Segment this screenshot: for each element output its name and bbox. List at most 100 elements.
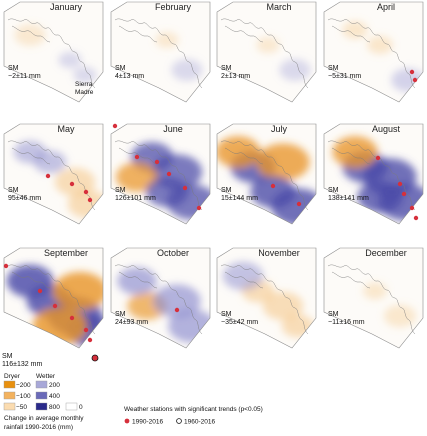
rainfall-blob [342,21,368,39]
station-recent-marker [112,123,118,129]
station-recent-marker [45,173,51,179]
region-outline [216,1,317,103]
legend-value-wet-400: 400 [49,393,60,400]
station-recent-marker [37,288,43,294]
sm-label: SM [115,65,126,72]
station-long-marker [91,354,99,362]
station-recent-marker [401,191,407,197]
station-recent-marker [154,159,160,165]
month-title: August [372,124,401,134]
month-title: May [57,124,75,134]
sierra-madre-outline [7,140,96,211]
rainfall-blob [52,271,103,311]
rainfall-blob [168,309,210,343]
region-outline [3,1,104,103]
sierra-madre-outline [114,140,203,211]
stations-legend-title: Weather stations with significant trends… [124,406,263,413]
rainfall-blob [117,267,157,295]
coastline-outline [224,147,264,165]
place-label: Madre [75,89,94,96]
sm-label: SM [328,187,339,194]
coastline-outline [224,25,264,43]
month-title: November [258,248,300,258]
sierra-madre-outline [220,264,309,335]
legend-caption-line2: rainfall 1990-2016 (mm) [4,424,73,431]
region-outline [3,247,104,349]
coastline-outline [224,271,264,289]
region-outline [110,1,211,103]
legend-wetter-label: Wetter [36,373,56,380]
sierra-madre-outline [220,18,309,89]
sm-value: −11±16 mm [328,319,365,326]
sm-label: SM [221,311,232,318]
rainfall-field [115,142,210,220]
rainfall-field [217,136,316,224]
legend-dryer-label: Dryer [4,373,21,380]
station-recent-marker [52,303,58,309]
map-panel-february: February SM4±13 mm [110,1,211,103]
rainfall-blob [145,177,189,207]
rainfall-blob [332,136,378,168]
station-recent-marker [69,315,75,321]
legend-caption-line1: Change in average monthly [4,415,84,422]
rainfall-blob [155,31,179,49]
coastline-outline [118,25,158,43]
rainfall-blob [262,291,304,321]
legend-value-wet-800: 800 [49,404,60,411]
station-recent-marker [413,215,419,221]
station-recent-legend-icon [124,418,130,424]
sm-label: SM [328,65,339,72]
region-outline [110,247,211,349]
rainfall-blob [367,36,393,54]
rainfall-blob [14,24,46,46]
month-title: June [163,124,183,134]
sm-value: −5±31 mm [328,73,361,80]
station-recent-marker [182,185,188,191]
region-outline [323,1,424,103]
station-recent-marker [375,155,381,161]
station-long-legend-icon [176,418,182,424]
station-recent-marker [296,201,302,207]
month-title: December [365,248,407,258]
month-title: April [377,2,395,12]
region-base [111,2,210,102]
sm-label: SM [328,311,339,318]
rainfall-blob [357,181,403,213]
station-recent-marker [83,189,89,195]
station-recent-marker [87,337,93,343]
sm-label: SM [2,353,13,360]
station-recent-marker [270,183,276,189]
sm-value: 116±132 mm [2,361,42,368]
rainfall-blob [32,306,88,346]
legend-value-dry-100: −100 [16,393,31,400]
sierra-madre-outline [327,18,416,89]
station-recent-marker [3,263,9,269]
map-panel-march: March SM2±13 mm [216,1,317,103]
station-recent-marker [409,205,415,211]
rainfall-field [117,267,210,343]
coastline-outline [331,271,371,289]
sm-value: 138±141 mm [328,195,369,202]
legend-swatch-dry-100 [3,391,16,400]
station-recent-marker [409,69,415,75]
station-recent-marker [196,205,202,211]
rainfall-legend: Dryer Wetter −200 −100 −50 200 400 800 0… [3,373,84,431]
region-outline [216,247,317,349]
legend-value-zero: 0 [79,404,83,411]
legend-swatch-wet-200 [35,380,48,389]
rainfall-blob [383,304,417,328]
stations-legend-recent-label: 1990-2016 [132,419,163,426]
rainfall-blob [222,261,264,291]
legend-value-wet-200: 200 [49,382,60,389]
station-recent-marker [87,197,93,203]
sm-label: SM [8,65,19,72]
sierra-madre-outline [327,264,416,335]
stations-legend: Weather stations with significant trends… [124,406,263,426]
sm-label: SM [221,65,232,72]
legend-swatch-wet-400 [35,391,48,400]
station-recent-marker [134,154,140,160]
